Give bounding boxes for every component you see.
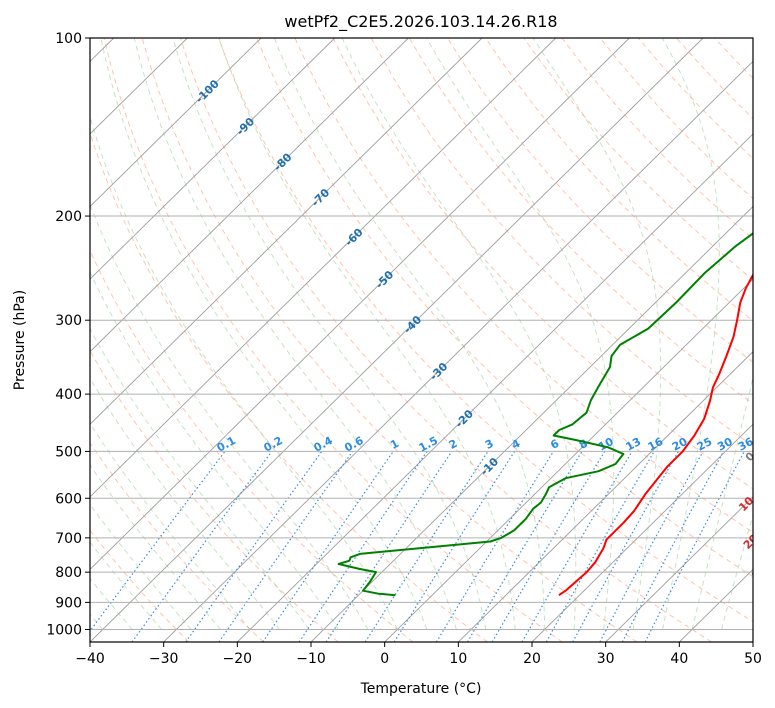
y-tick-label: 500: [55, 444, 82, 460]
moist-adiabat-line: [532, 38, 662, 630]
dry-adiabat-line: [332, 38, 753, 490]
moist-adiabat-line: [90, 464, 221, 630]
moist-adiabat-line: [90, 577, 133, 630]
x-axis-ticks: −40 −30 −20 −10 0 10 20 30 40 50: [75, 642, 762, 667]
dry-adiabat-line: [752, 38, 753, 39]
y-tick-label: 400: [55, 387, 82, 403]
x-tick-label: 20: [523, 651, 541, 667]
mixing-ratio-line: [185, 451, 323, 642]
isotherm-line: [90, 38, 483, 425]
chart-title: wetPf2_C2E5.2026.103.14.26.R18: [284, 12, 557, 32]
mixing-ratio-label: 16: [646, 435, 666, 454]
isotherm-line: [90, 38, 409, 353]
dry-adiabat-line: [90, 131, 488, 642]
isotherm-line: [90, 38, 704, 642]
dry-adiabat-line: [90, 442, 264, 642]
isotherm-line: [90, 38, 557, 498]
mixing-ratio-label: 25: [695, 435, 715, 454]
mixing-ratio-line: [572, 451, 679, 642]
x-tick-label: 50: [744, 651, 762, 667]
mixing-ratio-line: [599, 451, 704, 642]
moist-adiabat-label: 0: [743, 449, 758, 464]
y-axis-ticks: 100 200 300 400 500 600 700 800 900 1000: [46, 31, 90, 638]
moist-adiabat-line: [90, 541, 163, 630]
y-tick-label: 100: [55, 31, 82, 47]
temperature-profile-line: [558, 272, 753, 597]
y-tick-label: 1000: [46, 622, 82, 638]
moist-adiabat-line: [100, 38, 428, 630]
dry-adiabat-line: [90, 349, 339, 642]
dewpoint-profile-line: [337, 232, 753, 597]
dry-adiabat-line: [370, 38, 753, 447]
dry-adiabat-line: [141, 38, 638, 642]
background-lines: [90, 38, 753, 642]
plot-frame: [89, 37, 754, 643]
plot-area: [90, 38, 753, 642]
mixing-ratio-line: [262, 451, 394, 642]
dry-adiabat-line: [485, 38, 753, 322]
mixing-ratio-label: 30: [715, 435, 735, 454]
dry-adiabat-line: [90, 529, 190, 642]
x-tick-label: −20: [223, 651, 253, 667]
x-tick-label: 40: [670, 651, 688, 667]
y-tick-label: 800: [55, 565, 82, 581]
dry-adiabat-line: [179, 38, 712, 642]
isotherm-line: [310, 205, 753, 642]
isotherm-line: [163, 60, 753, 642]
moist-adiabat-line: [661, 38, 720, 630]
dry-adiabat-line: [256, 38, 753, 578]
mixing-ratio-line: [298, 451, 428, 642]
mixing-ratio-label: 36: [736, 435, 756, 454]
y-tick-label: 900: [55, 595, 82, 611]
moist-adiabat-line: [172, 38, 487, 630]
x-tick-label: −30: [149, 651, 179, 667]
isotherm-line: [90, 38, 336, 280]
dry-adiabat-line: [447, 38, 753, 363]
isotherm-line: [90, 38, 262, 208]
y-tick-label: 200: [55, 209, 82, 225]
moist-adiabat-line: [90, 115, 398, 630]
dry-adiabat-line: [103, 38, 563, 642]
x-tick-label: −40: [75, 651, 105, 667]
moist-adiabat-label: 30: [749, 562, 769, 582]
mixing-ratio-label: 13: [624, 435, 644, 454]
mixing-ratio-line: [325, 451, 453, 642]
x-tick-label: 30: [597, 651, 615, 667]
moist-adiabat-label: 40: [762, 587, 775, 607]
x-tick-label: 10: [449, 651, 467, 667]
moist-adiabat-line: [90, 503, 192, 630]
x-tick-label: −10: [296, 651, 326, 667]
isotherm-line: [458, 351, 753, 642]
x-tick-label: 0: [380, 651, 389, 667]
moist-adiabat-line: [90, 422, 251, 630]
mixing-ratio-line: [90, 451, 226, 632]
isotherm-line: [752, 641, 753, 642]
dry-adiabat-line: [218, 38, 753, 623]
moist-adiabat-line: [133, 38, 457, 630]
mixing-ratio-line: [218, 451, 354, 642]
y-tick-label: 300: [55, 313, 82, 329]
profiles: [337, 232, 753, 597]
y-axis-label: Pressure (hPa): [12, 290, 28, 390]
mixing-ratio-line: [545, 451, 655, 642]
y-tick-label: 600: [55, 491, 82, 507]
isotherm-line: [90, 38, 630, 571]
isotherm-line: [237, 133, 753, 642]
moist-adiabat-line: [90, 203, 369, 630]
isotherm-line: [531, 423, 753, 642]
mixing-ratio-line: [364, 451, 489, 642]
mixing-ratio-line: [131, 451, 273, 642]
x-axis-label: Temperature (°C): [360, 681, 482, 697]
mixing-ratio-line: [435, 451, 554, 642]
y-tick-label: 700: [55, 531, 82, 547]
moist-adiabat-line: [273, 38, 546, 630]
moist-adiabat-line: [341, 38, 577, 630]
isotherm-line: [605, 496, 753, 642]
moist-adiabat-line: [426, 38, 615, 630]
